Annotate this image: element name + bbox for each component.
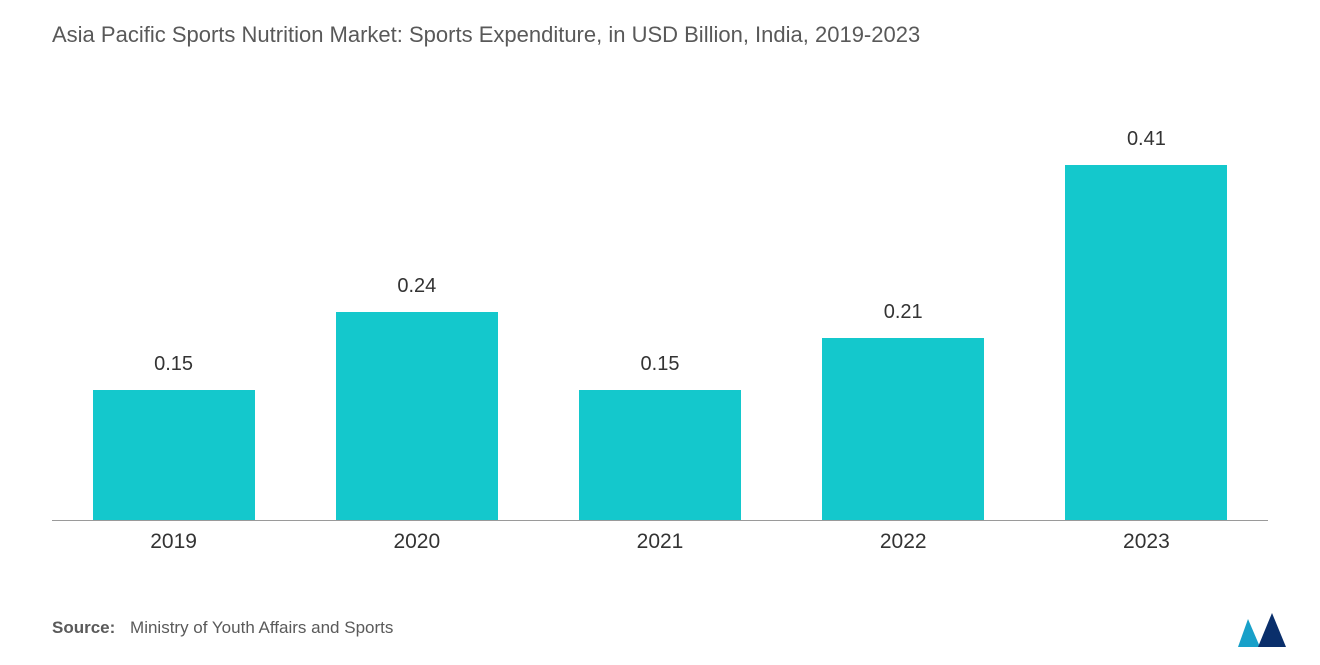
bar-slot: 0.21 — [782, 301, 1025, 520]
x-axis-category-label: 2021 — [538, 530, 781, 554]
chart-plot-area: 0.15 0.24 0.15 0.21 0.41 — [52, 130, 1268, 520]
bar-value-label: 0.24 — [397, 275, 436, 298]
bar-value-label: 0.15 — [154, 353, 193, 376]
x-axis-category-label: 2019 — [52, 530, 295, 554]
source-label: Source: — [52, 618, 115, 637]
bar-slot: 0.15 — [52, 353, 295, 520]
bar — [1065, 165, 1227, 520]
chart-title: Asia Pacific Sports Nutrition Market: Sp… — [52, 22, 920, 48]
source-citation: Source: Ministry of Youth Affairs and Sp… — [52, 618, 393, 638]
bar — [579, 390, 741, 520]
x-axis-category-label: 2022 — [782, 530, 1025, 554]
bar-slot: 0.24 — [295, 275, 538, 520]
x-axis-category-label: 2023 — [1025, 530, 1268, 554]
x-axis-category-label: 2020 — [295, 530, 538, 554]
source-text: Ministry of Youth Affairs and Sports — [130, 618, 393, 637]
bar-slot: 0.41 — [1025, 128, 1268, 520]
x-axis-line — [52, 520, 1268, 521]
bar — [822, 338, 984, 520]
bar — [336, 312, 498, 520]
x-axis-labels: 20192020202120222023 — [52, 530, 1268, 554]
bar — [93, 390, 255, 520]
bar-value-label: 0.41 — [1127, 128, 1166, 151]
bar-slot: 0.15 — [538, 353, 781, 520]
bar-value-label: 0.21 — [884, 301, 923, 324]
bar-value-label: 0.15 — [641, 353, 680, 376]
brand-logo-icon — [1238, 613, 1292, 647]
